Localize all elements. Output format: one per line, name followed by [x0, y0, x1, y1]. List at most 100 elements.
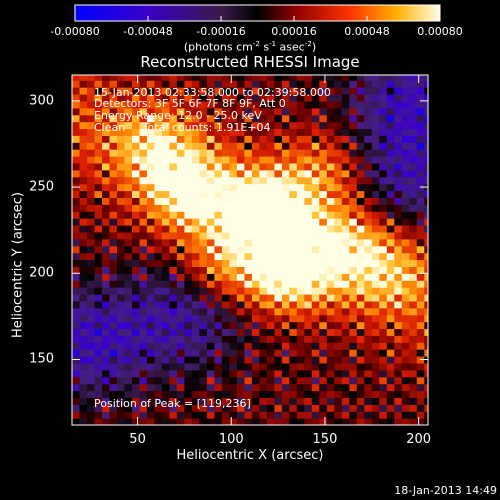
heatmap-cell: [199, 356, 208, 364]
heatmap-cell: [169, 162, 178, 171]
heatmap-cell: [169, 107, 178, 116]
heatmap-cell: [169, 245, 178, 254]
heatmap-cell: [259, 245, 268, 254]
heatmap-cell: [102, 314, 111, 323]
heatmap-cell: [221, 321, 230, 330]
heatmap-cell: [386, 156, 395, 164]
heatmap-cell: [221, 135, 230, 143]
heatmap-cell: [169, 259, 178, 267]
heatmap-cell: [124, 94, 133, 102]
heatmap-cell: [169, 356, 178, 364]
heatmap-cell: [311, 80, 320, 88]
heatmap-cell: [416, 156, 425, 164]
heatmap-cell: [139, 356, 148, 364]
heatmap-cell: [176, 183, 185, 192]
heatmap-cell: [109, 307, 118, 316]
heatmap-cell: [124, 211, 133, 219]
heatmap-cell: [319, 183, 328, 192]
heatmap-cell: [319, 218, 328, 226]
heatmap-cell: [87, 369, 96, 378]
heatmap-cell: [132, 225, 141, 233]
heatmap-cell: [146, 397, 155, 405]
heatmap-cell: [191, 245, 200, 254]
heatmap-cell: [401, 183, 410, 192]
heatmap-cell: [341, 307, 350, 316]
heatmap-cell: [102, 383, 111, 392]
heatmap-cell: [319, 356, 328, 364]
heatmap-cell: [416, 376, 425, 385]
heatmap-cell: [161, 383, 170, 392]
heatmap-cell: [214, 294, 223, 302]
heatmap-cell: [349, 87, 358, 95]
heatmap-cell: [334, 121, 343, 130]
heatmap-cell: [221, 307, 230, 316]
heatmap-cell: [244, 404, 253, 412]
heatmap-cell: [154, 162, 163, 171]
heatmap-cell: [161, 183, 170, 192]
heatmap-cell: [206, 390, 215, 398]
heatmap-cell: [394, 100, 403, 109]
heatmap-cell: [289, 121, 298, 130]
heatmap-cell: [161, 369, 170, 378]
heatmap-cell: [326, 149, 335, 157]
heatmap-cell: [409, 245, 418, 254]
heatmap-cell: [139, 418, 148, 425]
heatmap-cell: [259, 411, 268, 419]
heatmap-cell: [401, 321, 410, 330]
heatmap-cell: [139, 135, 148, 143]
heatmap-cell: [371, 390, 380, 398]
heatmap-cell: [296, 321, 305, 330]
heatmap-cell: [146, 107, 155, 116]
heatmap-cell: [176, 280, 185, 288]
heatmap-cell: [79, 349, 88, 357]
heatmap-cell: [424, 211, 428, 219]
heatmap-cell: [416, 273, 425, 281]
heatmap-cell: [251, 231, 260, 240]
heatmap-cell: [139, 362, 148, 371]
heatmap-cell: [169, 349, 178, 357]
heatmap-cell: [356, 397, 365, 405]
heatmap-cell: [371, 169, 380, 178]
heatmap-cell: [364, 266, 373, 274]
heatmap-cell: [424, 197, 428, 205]
heatmap-cell: [206, 328, 215, 336]
heatmap-cell: [161, 176, 170, 185]
heatmap-cell: [259, 383, 268, 392]
heatmap-cell: [199, 273, 208, 281]
heatmap-cell: [206, 383, 215, 392]
heatmap-cell: [266, 259, 275, 267]
heatmap-cell: [424, 128, 428, 136]
heatmap-cell: [251, 80, 260, 88]
heatmap-cell: [72, 211, 81, 219]
heatmap-cell: [259, 211, 268, 219]
heatmap-cell: [266, 418, 275, 425]
heatmap-cell: [281, 107, 290, 116]
heatmap-cell: [229, 418, 238, 425]
heatmap-cell: [296, 94, 305, 102]
heatmap-cell: [72, 75, 81, 81]
heatmap-cell: [139, 190, 148, 198]
heatmap-cell: [394, 252, 403, 261]
heatmap-cell: [184, 204, 193, 212]
heatmap-cell: [102, 342, 111, 350]
heatmap-cell: [169, 100, 178, 109]
heatmap-cell: [221, 238, 230, 247]
heatmap-cell: [311, 418, 320, 425]
heatmap-cell: [281, 335, 290, 343]
heatmap-cell: [184, 328, 193, 336]
heatmap-cell: [132, 231, 141, 240]
heatmap-cell: [72, 362, 81, 371]
heatmap-cell: [259, 225, 268, 233]
heatmap-cell: [229, 349, 238, 357]
heatmap-cell: [274, 231, 283, 240]
heatmap-cell: [281, 266, 290, 274]
heatmap-cell: [161, 204, 170, 212]
heatmap-cell: [176, 252, 185, 261]
heatmap-cell: [206, 259, 215, 267]
heatmap-cell: [296, 294, 305, 302]
heatmap-cell: [154, 128, 163, 136]
heatmap-cell: [139, 328, 148, 336]
heatmap-cell: [334, 383, 343, 392]
heatmap-cell: [102, 100, 111, 109]
heatmap-cell: [154, 314, 163, 323]
